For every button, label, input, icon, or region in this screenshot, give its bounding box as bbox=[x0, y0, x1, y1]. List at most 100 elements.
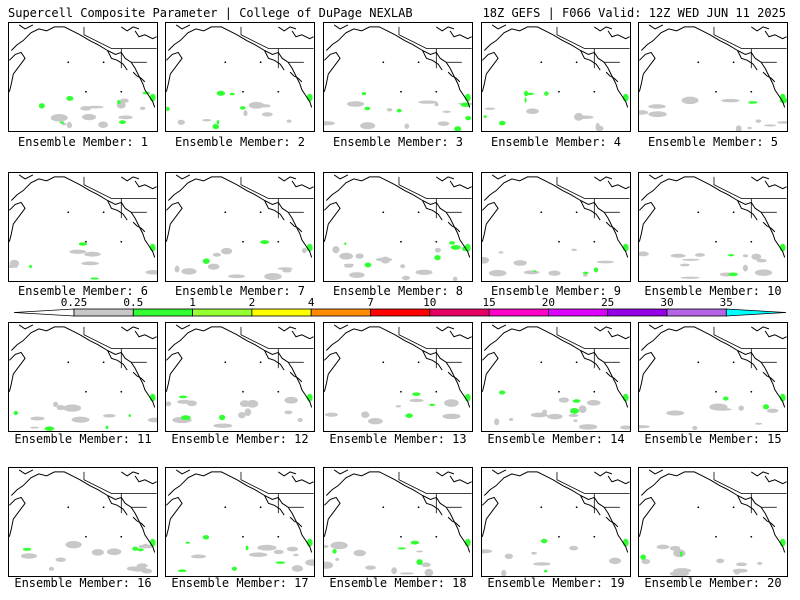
political-border bbox=[240, 176, 279, 199]
scp-shading-low bbox=[142, 543, 148, 547]
scp-shading-low bbox=[673, 549, 686, 558]
scp-shading-low bbox=[141, 568, 153, 574]
scp-shading-low bbox=[380, 256, 391, 264]
coastline bbox=[167, 26, 238, 51]
coastline bbox=[483, 471, 554, 496]
coastline bbox=[709, 479, 786, 553]
scp-shading-low bbox=[9, 259, 20, 268]
island bbox=[435, 90, 438, 93]
scp-shading-mid bbox=[177, 569, 187, 573]
coastline bbox=[605, 71, 619, 83]
island bbox=[715, 535, 717, 538]
coastline bbox=[483, 176, 554, 201]
coastline bbox=[175, 324, 191, 330]
political-border bbox=[713, 176, 752, 199]
scp-shading-mid bbox=[66, 96, 74, 101]
ensemble-member-map bbox=[481, 22, 631, 132]
scp-shading-low bbox=[71, 416, 90, 423]
scp-shading-low bbox=[301, 247, 307, 254]
coastline bbox=[751, 26, 770, 32]
scp-shading-low bbox=[324, 544, 329, 548]
island bbox=[750, 535, 753, 538]
scp-shading-mid bbox=[22, 547, 32, 551]
island bbox=[259, 61, 262, 64]
coastline bbox=[764, 30, 787, 40]
scp-shading-mid bbox=[132, 546, 139, 551]
map-title: Supercell Composite Parameter | College … bbox=[8, 6, 413, 20]
colorbar-swatch bbox=[251, 308, 312, 317]
island bbox=[242, 240, 244, 243]
island bbox=[417, 61, 420, 64]
coastline bbox=[764, 475, 787, 485]
coastline bbox=[264, 350, 285, 371]
scp-shading-low bbox=[324, 561, 334, 569]
coastline bbox=[737, 50, 758, 71]
coastline bbox=[552, 184, 629, 258]
scp-shading-low bbox=[360, 122, 376, 130]
coastline bbox=[325, 26, 396, 51]
island bbox=[575, 506, 578, 509]
scp-shading-low bbox=[755, 119, 762, 123]
scp-shading-low bbox=[286, 546, 299, 552]
island bbox=[575, 361, 578, 364]
scp-shading-low bbox=[735, 562, 747, 567]
coastline bbox=[605, 371, 619, 383]
scp-shading-mid bbox=[429, 403, 436, 407]
scp-shading-mid bbox=[498, 120, 506, 126]
scp-shading-mid bbox=[117, 100, 121, 105]
coastline bbox=[18, 24, 34, 30]
island bbox=[277, 90, 280, 93]
scp-shading-low bbox=[248, 101, 265, 109]
scp-shading-mid bbox=[239, 106, 246, 110]
coastline bbox=[552, 34, 629, 108]
colorbar-tick-label: 20 bbox=[541, 296, 556, 309]
political-border bbox=[713, 471, 752, 494]
scp-shading-low bbox=[63, 404, 82, 412]
ensemble-member-label: Ensemble Member: 2 bbox=[174, 135, 306, 149]
island bbox=[382, 211, 385, 214]
scp-shading-low bbox=[353, 549, 366, 557]
coastline bbox=[264, 495, 285, 516]
island bbox=[102, 211, 105, 214]
coastline bbox=[121, 326, 140, 332]
coastline bbox=[483, 26, 554, 51]
island bbox=[417, 211, 420, 214]
scp-shading-low bbox=[244, 408, 252, 416]
scp-shading-mid bbox=[526, 92, 535, 96]
scp-shading-mid bbox=[524, 97, 527, 103]
scp-shading-low bbox=[494, 418, 500, 426]
coastline bbox=[491, 174, 507, 180]
scp-shading-mid bbox=[128, 414, 132, 417]
ensemble-member-label: Ensemble Member: 6 bbox=[17, 284, 149, 298]
ensemble-member-label: Ensemble Member: 18 bbox=[329, 576, 467, 590]
coastline bbox=[289, 516, 303, 528]
coastline bbox=[236, 184, 313, 258]
ensemble-member-label: Ensemble Member: 19 bbox=[487, 576, 625, 590]
scp-shading-mid bbox=[59, 121, 65, 124]
coastline bbox=[324, 496, 341, 537]
ensemble-member-map bbox=[165, 467, 315, 577]
island bbox=[102, 506, 105, 509]
island bbox=[85, 240, 87, 243]
scp-shading-mid bbox=[166, 106, 170, 112]
coastline bbox=[447, 516, 461, 528]
coastline bbox=[447, 71, 461, 83]
scp-shading-low bbox=[747, 126, 752, 130]
scp-shading-mid bbox=[540, 538, 548, 544]
island bbox=[558, 240, 560, 243]
scp-shading-low bbox=[238, 411, 246, 419]
island bbox=[85, 535, 87, 538]
scp-shading-low bbox=[91, 549, 104, 556]
scp-shading-low bbox=[596, 260, 615, 264]
ensemble-member-map bbox=[8, 172, 158, 282]
scp-shading-low bbox=[20, 553, 38, 559]
scp-shading-low bbox=[742, 264, 748, 272]
island bbox=[593, 90, 596, 93]
coastline bbox=[648, 174, 664, 180]
scp-shading-mid bbox=[361, 92, 367, 96]
scp-shading-low bbox=[488, 269, 507, 277]
colorbar-under-arrow bbox=[13, 308, 75, 317]
scp-shading-low bbox=[87, 105, 104, 109]
island bbox=[67, 361, 70, 364]
scp-shading-mid bbox=[397, 547, 406, 550]
